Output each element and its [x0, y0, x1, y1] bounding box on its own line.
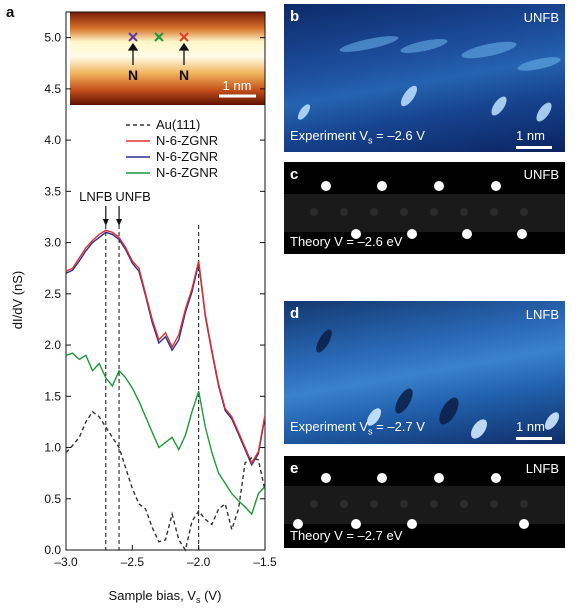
x-tick-label: –3.0 [54, 555, 78, 569]
inset-marker-cross [154, 32, 164, 42]
inset-marker-cross [128, 32, 138, 42]
panel-e-tag: LNFB [525, 461, 559, 476]
inset-n-arrows [127, 42, 190, 65]
panel-e-letter: e [290, 460, 299, 477]
annotation-arrowhead [116, 219, 123, 226]
panel-d-tag: LNFB [525, 307, 559, 322]
panel-b-caption-value: = –2.6 V [372, 128, 425, 143]
annotation-label: UNFB [115, 189, 150, 204]
panel-b-caption-sub: s [368, 135, 373, 146]
y-tick-label: 0.0 [44, 543, 61, 557]
plot-frame [65, 11, 266, 551]
y-tick-label: 5.0 [44, 31, 61, 45]
panel-d-letter: d [290, 305, 300, 322]
panel-c-caption: Theory V = –2.6 eV [290, 234, 403, 249]
legend-label: N-6-ZGNR [156, 133, 218, 148]
panel-b-texture [297, 36, 561, 122]
x-tick-label: –2.0 [187, 555, 211, 569]
inset-n-label-1: N [128, 67, 138, 83]
peak-annotations: LNFB UNFB [79, 189, 151, 226]
x-axis-label-unit: (V) [200, 588, 221, 603]
y-tick-label: 4.0 [44, 133, 61, 147]
panel-e-caption: Theory V = –2.7 eV [290, 528, 403, 543]
inset-image [70, 12, 265, 105]
panel-b-caption: Experiment Vs = –2.6 V [290, 128, 425, 146]
panel-a-inset: N N 1 nm [70, 12, 265, 105]
series-line [65, 229, 266, 465]
panel-c-texture [284, 181, 565, 239]
panel-d-caption-main: Experiment V [290, 419, 369, 434]
legend-label: N-6-ZGNR [156, 149, 218, 164]
panel-d-caption-value: = –2.7 V [372, 419, 425, 434]
panel-d-caption-sub: s [368, 426, 373, 437]
chart-series [65, 229, 266, 552]
x-axis-label: Sample bias, Vs (V) [109, 588, 222, 605]
panel-b-scalebar-label: 1 nm [516, 128, 545, 143]
y-axis-label: dI/dV (nS) [10, 271, 25, 330]
x-axis-label-sub: s [196, 595, 201, 605]
panel-c-image: UNFB Theory V = –2.6 eV [284, 162, 565, 254]
x-tick-label: –1.5 [253, 555, 277, 569]
inset-scalebar-label: 1 nm [223, 78, 252, 93]
panel-e-image: LNFB Theory V = –2.7 eV [284, 456, 565, 548]
series-line [65, 231, 266, 467]
series-line [65, 352, 266, 516]
y-tick-label: 3.0 [44, 236, 61, 250]
y-tick-label: 0.5 [44, 492, 61, 506]
panel-d-image: LNFB Experiment Vs = –2.7 V 1 nm [284, 301, 565, 444]
series-line [65, 410, 266, 552]
y-tick-label: 2.5 [44, 287, 61, 301]
legend-label: N-6-ZGNR [156, 165, 218, 180]
panel-d-texture [316, 329, 560, 439]
panel-b-letter: b [290, 8, 300, 25]
panel-b-tag: UNFB [523, 10, 559, 25]
panel-d-scalebar [516, 437, 552, 440]
panel-d-caption: Experiment Vs = –2.7 V [290, 419, 425, 437]
y-tick-label: 3.5 [44, 184, 61, 198]
panel-b-image: UNFB Experiment Vs = –2.6 V 1 nm [284, 4, 565, 152]
y-tick-label: 2.0 [44, 338, 61, 352]
reference-lines [105, 225, 200, 550]
y-tick-label: 4.5 [44, 82, 61, 96]
y-tick-label: 1.0 [44, 441, 61, 455]
chart-axes: 0.0 0.5 1.0 1.5 2.0 2.5 3.0 3.5 4.0 4.5 5.0 –3.0 –2.… [44, 11, 277, 569]
panel-c-letter: c [290, 166, 299, 183]
panel-b-caption-main: Experiment V [290, 128, 369, 143]
inset-n-label-2: N [179, 67, 189, 83]
panel-e-texture [284, 473, 565, 529]
panel-b-scalebar [516, 146, 552, 149]
y-tick-label: 1.5 [44, 389, 61, 403]
x-tick-label: –2.5 [121, 555, 145, 569]
panel-c-tag: UNFB [523, 167, 559, 182]
panel-a-letter: a [6, 4, 15, 21]
inset-marker-cross [179, 32, 189, 42]
panel-d-scalebar-label: 1 nm [516, 419, 545, 434]
legend-label: Au(111) [156, 117, 200, 132]
annotation-label: LNFB [79, 189, 112, 204]
annotation-arrowhead [102, 219, 109, 226]
x-axis-label-main: Sample bias, V [109, 588, 197, 603]
